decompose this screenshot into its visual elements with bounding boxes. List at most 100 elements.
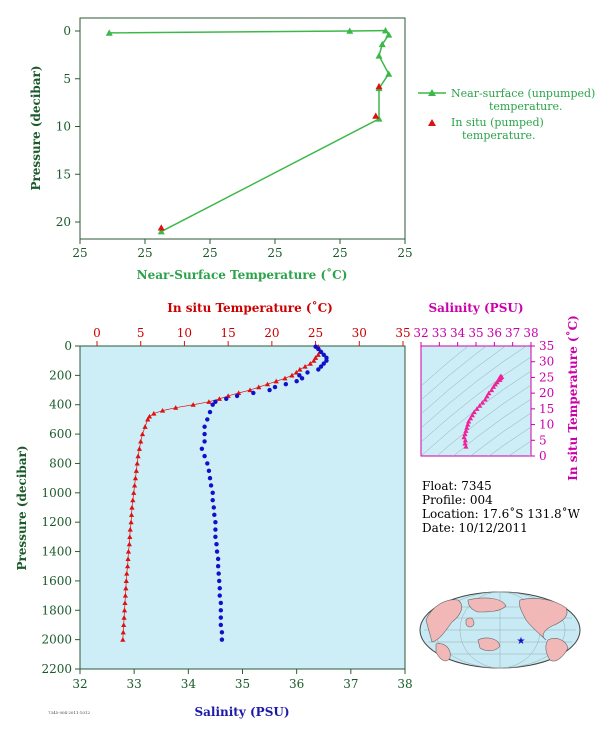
in-situ-point bbox=[372, 112, 380, 119]
near-surface-y-axis-label: Pressure (decibar) bbox=[29, 65, 43, 190]
near-surface-y-tick-label: 20 bbox=[56, 215, 71, 229]
ts-diagram: Salinity (PSU) 32 33 34 35 36 37 3805101520253… bbox=[413, 301, 580, 481]
salinity-point bbox=[218, 615, 224, 620]
near-surface-x-axis-label: Near-Surface Temperature (˚C) bbox=[137, 267, 348, 282]
legend-in-situ-label-1: In situ (pumped) bbox=[451, 116, 544, 129]
temperature-point bbox=[315, 352, 321, 357]
near-surface-point bbox=[375, 52, 383, 59]
ts-salinity-tick-label: 33 bbox=[432, 326, 447, 340]
near-surface-point bbox=[105, 29, 113, 36]
salinity-point bbox=[318, 364, 324, 369]
salinity-profile bbox=[199, 344, 329, 642]
temperature-point bbox=[293, 369, 299, 375]
ts-salinity-tick-label: 36 bbox=[487, 326, 502, 340]
temperature-point bbox=[127, 526, 133, 532]
temperature-point bbox=[131, 490, 137, 495]
ts-point bbox=[467, 415, 474, 421]
salinity-point bbox=[210, 402, 215, 407]
salinity-tick-label: 34 bbox=[181, 677, 197, 691]
pressure-tick-label: 600 bbox=[49, 427, 72, 441]
near-surface-x-tick-label: 25 bbox=[397, 246, 412, 260]
in-situ-point bbox=[157, 224, 165, 231]
temperature-point bbox=[122, 592, 129, 598]
salinity-point bbox=[305, 370, 310, 375]
temperature-point bbox=[138, 438, 144, 444]
temperature-point bbox=[121, 615, 127, 620]
salinity-point bbox=[297, 373, 302, 378]
salinity-point bbox=[267, 387, 272, 393]
temperature-point bbox=[128, 512, 135, 517]
temperature-point bbox=[297, 366, 303, 372]
temperature-point bbox=[247, 387, 253, 393]
salinity-point bbox=[218, 608, 224, 613]
salinity-point bbox=[321, 361, 326, 366]
near-surface-y-tick-label: 15 bbox=[56, 167, 71, 181]
pressure-tick-label: 200 bbox=[49, 368, 72, 382]
ts-point bbox=[461, 434, 467, 440]
temperature-point bbox=[120, 629, 126, 635]
density-contour bbox=[436, 384, 531, 456]
salinity-point bbox=[316, 367, 321, 372]
temperature-tick-label: 0 bbox=[93, 326, 101, 340]
near-surface-plot-frame bbox=[79, 17, 406, 240]
temperature-point bbox=[145, 416, 151, 422]
ts-point bbox=[466, 418, 472, 424]
pressure-tick-label: 1000 bbox=[41, 486, 72, 500]
salinity-point bbox=[202, 439, 207, 444]
ts-salinity-tick-label: 38 bbox=[523, 326, 538, 340]
salinity-tick-label: 36 bbox=[289, 677, 304, 691]
salinity-point bbox=[205, 417, 210, 422]
salinity-point bbox=[210, 497, 215, 503]
ts-point bbox=[471, 409, 477, 415]
pressure-tick-label: 1400 bbox=[41, 545, 72, 559]
salinity-point bbox=[213, 399, 218, 404]
salinity-point bbox=[219, 637, 225, 642]
temperature-point bbox=[131, 482, 138, 488]
profile-number: Profile: 004 bbox=[422, 493, 493, 507]
salinity-point bbox=[202, 453, 207, 459]
salinity-point bbox=[210, 490, 215, 496]
temperature-point bbox=[130, 497, 136, 503]
salinity-tick-label: 33 bbox=[127, 677, 142, 691]
pressure-tick-label: 400 bbox=[49, 398, 72, 412]
pressure-tick-label: 2200 bbox=[41, 662, 72, 676]
density-contour bbox=[470, 412, 531, 456]
ts-point bbox=[484, 393, 490, 399]
density-contour bbox=[508, 440, 531, 456]
temperature-point bbox=[173, 405, 179, 410]
ts-point bbox=[462, 440, 468, 446]
salinity-point bbox=[294, 379, 299, 384]
salinity-point bbox=[217, 578, 222, 584]
salinity-point bbox=[324, 358, 329, 363]
temperature-point bbox=[289, 372, 295, 378]
legend-marker-near-surface bbox=[428, 89, 436, 96]
float-info: Float: 7345 Profile: 004 Location: 17.6˚… bbox=[422, 479, 581, 535]
density-contour bbox=[452, 398, 531, 456]
salinity-point bbox=[202, 431, 207, 437]
temperature-point bbox=[125, 556, 131, 561]
ts-point bbox=[482, 396, 488, 402]
profile-salinity-ticks: 32 33 34 35 36 37 38 bbox=[72, 669, 413, 691]
ts-salinity-tick-label: 34 bbox=[450, 326, 466, 340]
temperature-tick-label: 35 bbox=[395, 326, 410, 340]
salinity-tick-label: 38 bbox=[397, 677, 412, 691]
temperature-point bbox=[129, 504, 135, 510]
temperature-point bbox=[134, 460, 140, 466]
near-surface-x-tick-label: 25 bbox=[137, 246, 152, 260]
density-contour bbox=[421, 346, 469, 387]
temperature-point bbox=[120, 637, 126, 642]
salinity-point bbox=[217, 593, 222, 598]
near-surface-y-tick-label: 5 bbox=[63, 72, 71, 86]
temperature-point bbox=[142, 424, 148, 429]
ts-point bbox=[462, 431, 468, 437]
salinity-point bbox=[283, 381, 289, 387]
salinity-point bbox=[207, 409, 213, 415]
temperature-point bbox=[121, 607, 128, 613]
profile-bottom-axis-label: Salinity (PSU) bbox=[194, 705, 289, 719]
temperature-point bbox=[123, 578, 129, 583]
ts-point bbox=[488, 387, 495, 393]
temperature-point bbox=[139, 431, 146, 437]
legend-near-surface-label-2: temperature. bbox=[489, 100, 563, 113]
salinity-tick-label: 35 bbox=[235, 677, 250, 691]
